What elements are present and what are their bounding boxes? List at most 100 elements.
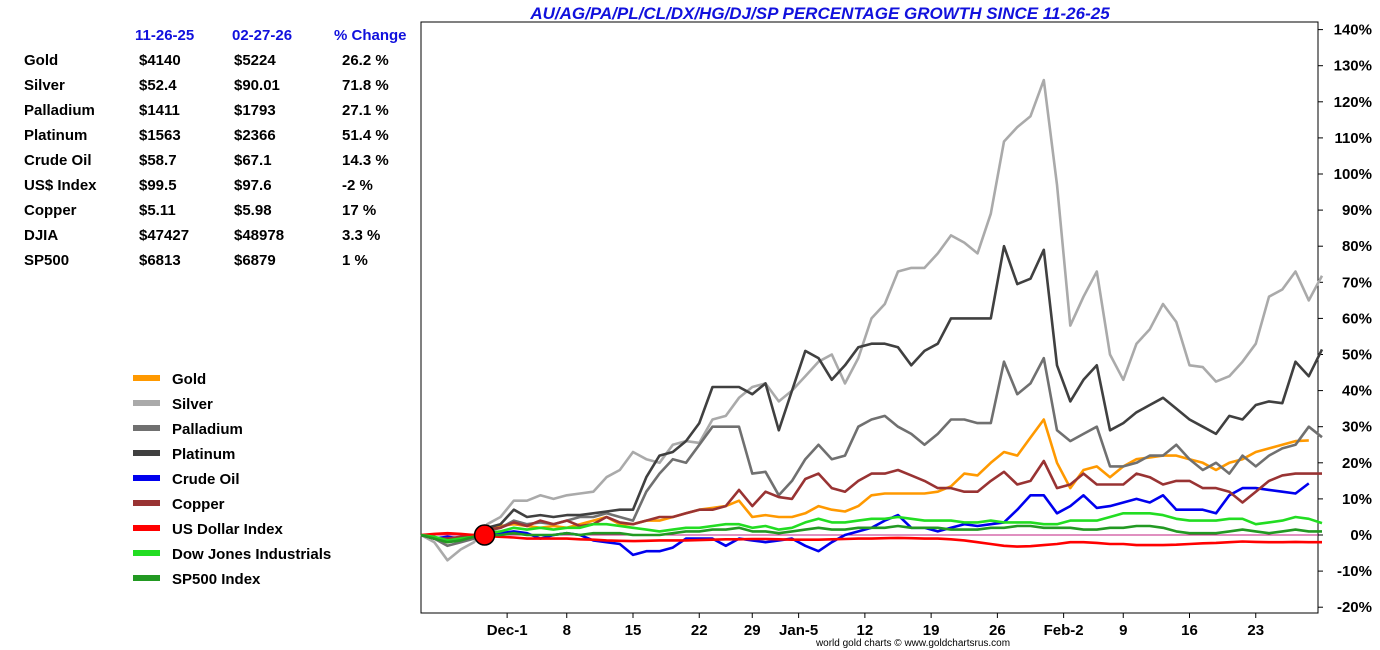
table-cell-change: 26.2 % [342,52,389,69]
legend-swatch [133,525,160,531]
table-row: Palladium $1411 $1793 27.1 % [24,102,389,119]
price-table: 11-26-25 02-27-26 % Change Gold $4140 $522… [24,27,407,269]
legend-item: US Dollar Index [133,521,284,538]
start-marker-layer [473,524,496,546]
y-tick-label: 110% [1334,130,1372,147]
table-header-start: 11-26-25 [135,27,194,44]
table-row: Copper $5.11 $5.98 17 % [24,202,376,219]
legend-label: Copper [172,496,225,513]
legend-swatch [133,375,160,381]
chart-credit: world gold charts © www.goldchartsrus.co… [815,638,1010,649]
legend-item: Silver [133,396,213,413]
table-row: Crude Oil $58.7 $67.1 14.3 % [24,152,389,169]
table-row: Gold $4140 $5224 26.2 % [24,52,389,69]
series-line-copper [420,459,1322,540]
table-cell-change: 14.3 % [342,152,389,169]
table-rows: Gold $4140 $5224 26.2 % Silver $52.4 $90.01 71.… [24,52,389,269]
series-line-us-dollar-index [420,531,1322,548]
table-cell-name: US$ Index [24,177,97,194]
table-header-end: 02-27-26 [232,27,292,44]
legend-swatch [133,550,160,556]
y-tick-label: 120% [1334,94,1372,111]
series-line-dow-jones-industrials [420,511,1323,542]
table-cell-end: $5.98 [234,202,272,219]
y-tick-label: 80% [1342,238,1372,255]
table-cell-start: $1411 [139,102,180,119]
y-tick-label: 100% [1334,166,1372,183]
table-cell-name: Platinum [24,127,87,144]
table-row: SP500 $6813 $6879 1 % [24,252,368,269]
table-cell-change: 27.1 % [342,102,389,119]
x-tick-label: 26 [989,622,1006,639]
y-tick-label: -10% [1337,563,1372,580]
y-tick-label: 10% [1342,491,1372,508]
legend-label: Platinum [172,446,235,463]
series-line-palladium [420,356,1323,548]
y-tick-label: -20% [1337,599,1372,616]
legend-item: Copper [133,496,225,513]
table-cell-start: $6813 [139,252,181,269]
series-line-sp500-index [420,524,1322,544]
table-cell-name: DJIA [24,227,58,244]
table-cell-start: $58.7 [139,152,177,169]
legend-swatch [133,400,160,406]
y-tick-label: 40% [1342,383,1372,400]
start-marker [473,524,496,546]
table-cell-start: $52.4 [139,77,177,94]
table-row: Silver $52.4 $90.01 71.8 % [24,77,389,94]
x-tick-label: 19 [923,622,940,639]
legend-label: Dow Jones Industrials [172,546,331,563]
y-tick-label: 140% [1334,22,1372,39]
table-cell-start: $99.5 [139,177,177,194]
legend-swatch [133,575,160,581]
table-row: US$ Index $99.5 $97.6 -2 % [24,177,373,194]
legend-label: Silver [172,396,213,413]
legend-swatch [133,500,160,506]
table-cell-change: 71.8 % [342,77,389,94]
table-cell-end: $48978 [234,227,284,244]
legend-label: US Dollar Index [172,521,284,538]
legend-item: Palladium [133,421,243,438]
y-tick-label: 50% [1342,347,1372,364]
table-cell-end: $97.6 [234,177,272,194]
legend: Gold Silver Palladium Platinum Crude Oil Copp… [133,371,331,588]
legend-swatch [133,450,160,456]
legend-item: Gold [133,371,206,388]
table-cell-name: Silver [24,77,65,94]
table-header-change: % Change [334,27,407,44]
x-tick-label: 22 [691,622,708,639]
table-cell-start: $47427 [139,227,189,244]
x-tick-label: 9 [1119,622,1127,639]
table-cell-name: Copper [24,202,77,219]
x-tick-label: 23 [1247,622,1264,639]
table-cell-start: $5.11 [139,202,176,219]
y-tick-label: 90% [1342,202,1372,219]
x-tick-label: 12 [857,622,874,639]
y-tick-label: 30% [1342,419,1372,436]
legend-item: Dow Jones Industrials [133,546,331,563]
table-cell-change: -2 % [342,177,373,194]
table-cell-end: $1793 [234,102,276,119]
legend-item: SP500 Index [133,571,261,588]
y-tick-label: 130% [1334,58,1372,75]
legend-label: Palladium [172,421,243,438]
x-axis: Dec-1 8 15 22 29 Jan-5 12 19 26 Feb-2 9 16 23 [487,613,1264,639]
table-cell-change: 3.3 % [342,227,380,244]
y-tick-label: 60% [1342,310,1372,327]
x-tick-label: 15 [625,622,642,639]
x-tick-label: 8 [563,622,571,639]
y-axis: 140% 130% 120% 110% 100% 90% 80% 70% 60% 50% 40% 30… [1318,22,1372,616]
table-cell-name: Palladium [24,102,95,119]
chart-title: AU/AG/PA/PL/CL/DX/HG/DJ/SP PERCENTAGE GR… [529,4,1110,23]
legend-label: Gold [172,371,206,388]
table-cell-change: 17 % [342,202,376,219]
table-cell-end: $90.01 [234,77,280,94]
series-lines [420,78,1324,562]
x-tick-label: Dec-1 [487,622,528,639]
table-cell-name: Gold [24,52,58,69]
table-cell-start: $4140 [139,52,181,69]
x-tick-label: 29 [744,622,761,639]
table-cell-change: 51.4 % [342,127,389,144]
legend-item: Platinum [133,446,235,463]
